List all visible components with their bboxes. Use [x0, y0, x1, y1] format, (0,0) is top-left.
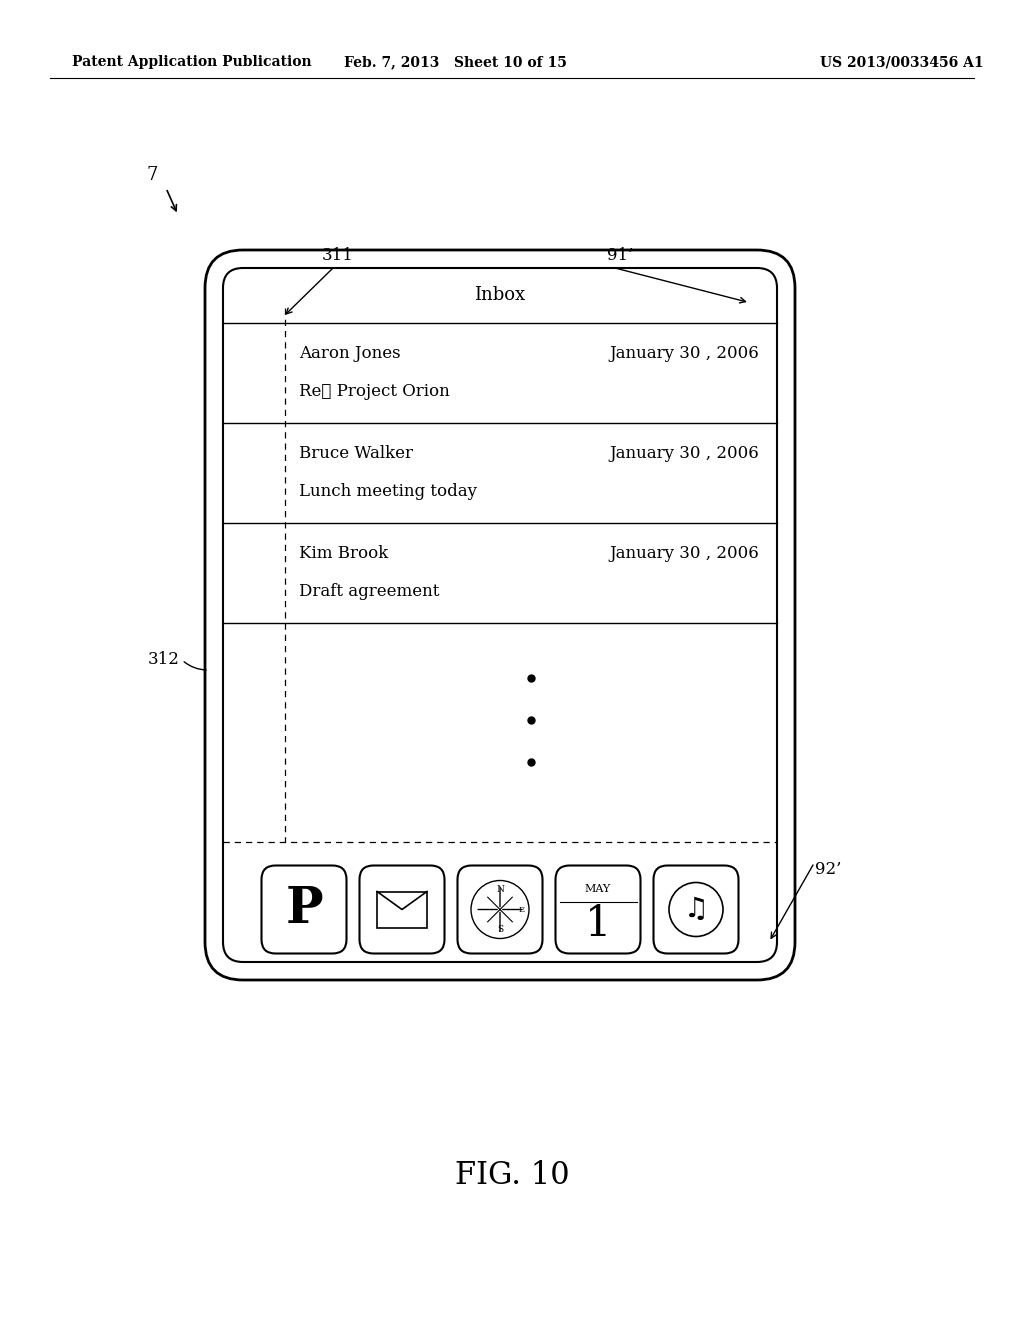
Text: 1: 1 — [585, 903, 611, 945]
Text: Feb. 7, 2013   Sheet 10 of 15: Feb. 7, 2013 Sheet 10 of 15 — [344, 55, 566, 69]
Text: Bruce Walker: Bruce Walker — [299, 445, 413, 462]
Text: Aaron Jones: Aaron Jones — [299, 345, 400, 362]
Text: January 30 , 2006: January 30 , 2006 — [609, 445, 759, 462]
Text: 7: 7 — [146, 166, 158, 183]
FancyBboxPatch shape — [223, 268, 777, 962]
Text: 92’: 92’ — [815, 862, 842, 879]
Text: P: P — [286, 884, 323, 935]
FancyBboxPatch shape — [359, 866, 444, 953]
Text: 312: 312 — [148, 652, 180, 668]
Text: FIG. 10: FIG. 10 — [455, 1159, 569, 1191]
FancyBboxPatch shape — [555, 866, 640, 953]
Text: 91’: 91’ — [607, 248, 633, 264]
Text: January 30 , 2006: January 30 , 2006 — [609, 345, 759, 362]
Text: Inbox: Inbox — [474, 286, 525, 305]
Text: Re： Project Orion: Re： Project Orion — [299, 383, 450, 400]
Text: US 2013/0033456 A1: US 2013/0033456 A1 — [820, 55, 984, 69]
Text: January 30 , 2006: January 30 , 2006 — [609, 544, 759, 561]
FancyBboxPatch shape — [458, 866, 543, 953]
FancyBboxPatch shape — [205, 249, 795, 979]
FancyBboxPatch shape — [261, 866, 346, 953]
FancyBboxPatch shape — [653, 866, 738, 953]
Text: N: N — [496, 884, 504, 894]
Text: Kim Brook: Kim Brook — [299, 544, 388, 561]
Text: Lunch meeting today: Lunch meeting today — [299, 483, 477, 499]
Text: Patent Application Publication: Patent Application Publication — [72, 55, 311, 69]
Bar — [377, 891, 427, 928]
Text: E: E — [519, 906, 525, 913]
Text: 311: 311 — [323, 248, 354, 264]
Text: S: S — [497, 925, 503, 935]
Text: ♫: ♫ — [684, 895, 709, 924]
Text: Draft agreement: Draft agreement — [299, 582, 439, 599]
Text: MAY: MAY — [585, 884, 611, 895]
